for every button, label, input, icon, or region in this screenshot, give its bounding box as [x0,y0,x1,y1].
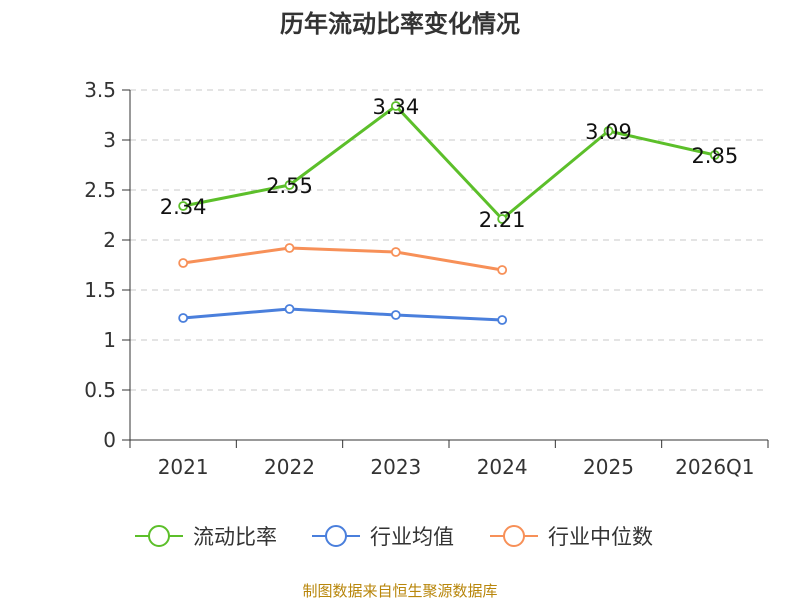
data-point [284,180,295,190]
data-point [497,315,508,325]
axes: 0 0.5 1 1.5 2 2.5 3 3.5 2021 2022 2023 2024 2025 2026… [84,78,769,479]
legend: 流动比率 行业均值 行业中位数 [135,525,653,549]
legend-marker [325,525,347,547]
y-tick-label: 0 [103,428,116,452]
data-point [497,214,508,224]
data-point [390,101,401,111]
data-point [284,304,295,314]
data-label: 2.85 [691,144,738,168]
y-tick-label: 3 [103,128,116,152]
data-labels: 2.34 2.55 3.34 2.21 3.09 2.85 [160,95,738,232]
data-label: 3.34 [372,95,419,119]
x-tick-label: 2021 [158,455,209,479]
legend-item-industry-mean: 行业均值 [312,525,454,549]
y-tick-label: 1 [103,328,116,352]
y-tick-label: 2.5 [84,178,116,202]
chart-title: 历年流动比率变化情况 [280,10,520,38]
data-point [497,265,508,275]
series [178,101,720,325]
x-tick-label: 2026Q1 [675,455,754,479]
x-tick-label: 2022 [264,455,315,479]
x-tick-label: 2023 [370,455,421,479]
legend-label: 行业均值 [370,525,454,549]
y-tick-label: 2 [103,228,116,252]
source-note: 制图数据来自恒生聚源数据库 [302,582,497,600]
data-point [709,150,720,160]
legend-item-current-ratio: 流动比率 [135,525,277,549]
data-point [178,313,189,323]
y-tick-label: 0.5 [84,378,116,402]
y-tick-label: 3.5 [84,78,116,102]
legend-item-industry-median: 行业中位数 [490,525,653,549]
data-label: 2.55 [266,174,313,198]
x-tick-label: 2025 [583,455,634,479]
legend-label: 流动比率 [193,525,277,549]
data-point [178,201,189,211]
x-tick-label: 2024 [477,455,528,479]
legend-marker [503,525,525,547]
y-tick-label: 1.5 [84,278,116,302]
data-point [390,310,401,320]
series-line-industry-mean [183,307,503,322]
series-line-current-ratio [182,104,716,221]
series-line-industry-median [182,246,503,272]
data-label: 3.09 [585,120,632,144]
data-label: 2.21 [479,208,526,232]
data-point [284,243,295,253]
data-point [603,126,614,136]
legend-marker [148,525,170,547]
legend-label: 行业中位数 [548,525,653,549]
data-label: 2.34 [160,195,207,219]
grid [130,89,768,391]
data-point [390,247,401,257]
data-point [178,258,189,268]
